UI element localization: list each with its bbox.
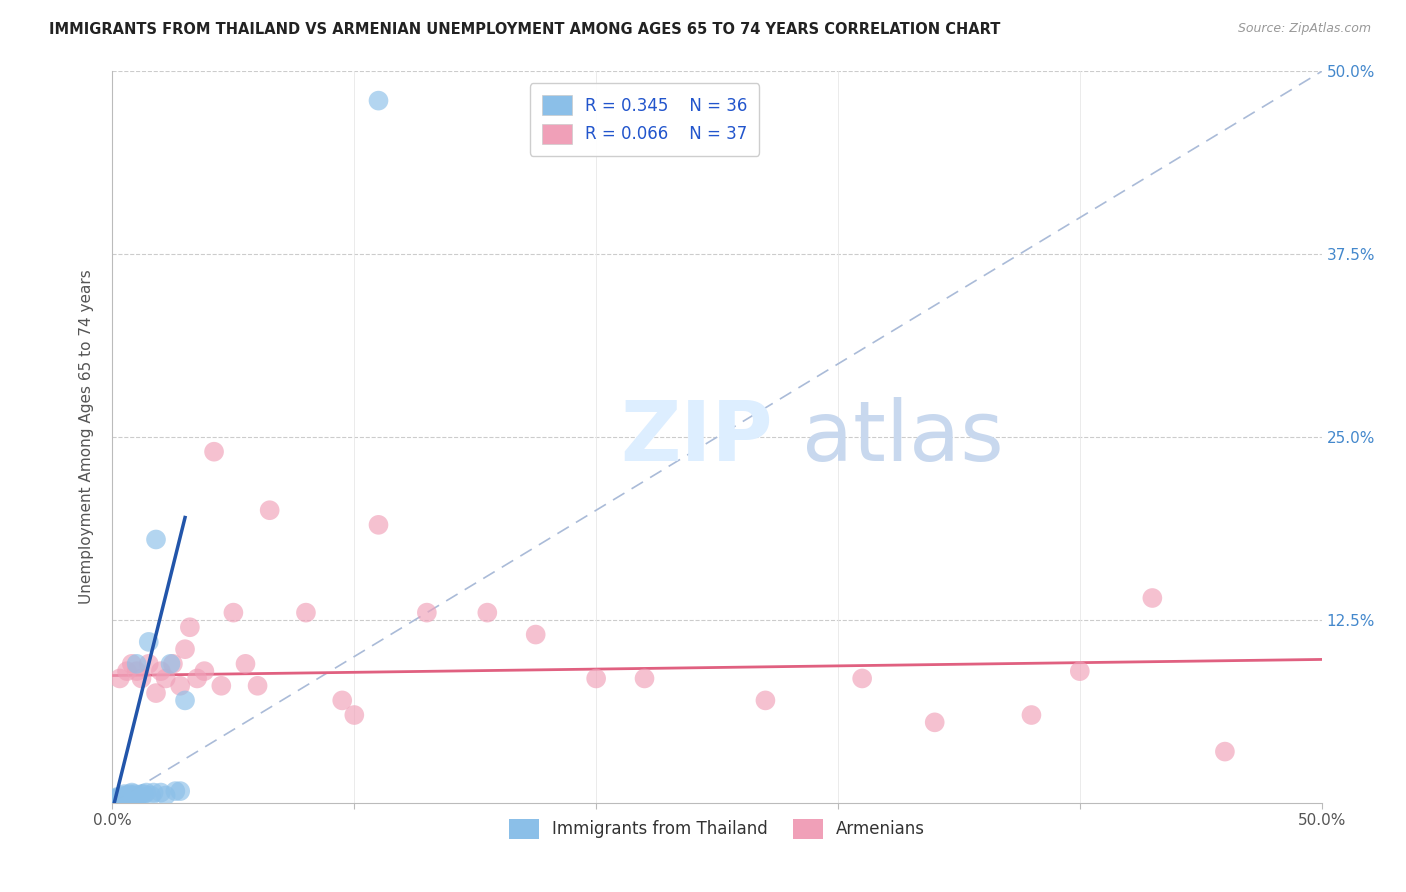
Point <box>159 657 181 671</box>
Point <box>367 517 389 532</box>
Point <box>477 606 499 620</box>
Point <box>125 789 148 803</box>
Point <box>142 786 165 800</box>
Point <box>108 672 131 686</box>
Text: atlas: atlas <box>801 397 1004 477</box>
Point <box>343 708 366 723</box>
Point <box>246 679 269 693</box>
Point <box>118 789 141 804</box>
Point <box>209 679 232 693</box>
Point <box>114 787 136 801</box>
Text: ZIP: ZIP <box>620 397 773 477</box>
Point <box>169 784 191 798</box>
Point <box>235 657 257 671</box>
Point <box>138 635 160 649</box>
Point <box>169 679 191 693</box>
Point <box>416 606 439 620</box>
Point <box>851 672 873 686</box>
Point <box>121 789 143 803</box>
Point <box>114 789 136 804</box>
Point <box>108 789 131 804</box>
Point <box>121 657 143 671</box>
Point <box>186 672 208 686</box>
Point <box>174 642 197 657</box>
Text: Source: ZipAtlas.com: Source: ZipAtlas.com <box>1237 22 1371 36</box>
Point <box>132 787 155 801</box>
Point <box>165 784 187 798</box>
Point <box>131 787 153 801</box>
Legend: Immigrants from Thailand, Armenians: Immigrants from Thailand, Armenians <box>502 812 932 846</box>
Point <box>1021 708 1043 723</box>
Point <box>122 789 145 804</box>
Point <box>202 444 225 458</box>
Point <box>141 789 163 803</box>
Point <box>108 791 131 805</box>
Point <box>128 789 150 803</box>
Point <box>131 672 153 686</box>
Y-axis label: Unemployment Among Ages 65 to 74 years: Unemployment Among Ages 65 to 74 years <box>79 269 94 605</box>
Point <box>149 664 172 678</box>
Point <box>104 791 127 805</box>
Point <box>125 664 148 678</box>
Point <box>1069 664 1091 678</box>
Point <box>330 693 353 707</box>
Point <box>115 664 138 678</box>
Point <box>118 787 141 801</box>
Point <box>1213 745 1236 759</box>
Point <box>295 606 318 620</box>
Point <box>155 672 177 686</box>
Point <box>115 789 138 803</box>
Point <box>149 786 172 800</box>
Point <box>108 793 131 807</box>
Point <box>633 672 655 686</box>
Text: IMMIGRANTS FROM THAILAND VS ARMENIAN UNEMPLOYMENT AMONG AGES 65 TO 74 YEARS CORR: IMMIGRANTS FROM THAILAND VS ARMENIAN UNE… <box>49 22 1001 37</box>
Point <box>193 664 215 678</box>
Point <box>115 791 138 805</box>
Point <box>155 789 177 803</box>
Point <box>924 715 946 730</box>
Point <box>585 672 607 686</box>
Point <box>174 693 197 707</box>
Point <box>121 786 143 800</box>
Point <box>105 791 128 805</box>
Point <box>179 620 201 634</box>
Point <box>1142 591 1164 605</box>
Point <box>367 94 389 108</box>
Point <box>135 786 157 800</box>
Point <box>111 789 134 803</box>
Point <box>111 791 134 805</box>
Point <box>754 693 776 707</box>
Point <box>145 533 167 547</box>
Point <box>524 627 547 641</box>
Point <box>104 793 127 807</box>
Point <box>125 657 148 671</box>
Point <box>222 606 245 620</box>
Point <box>122 787 145 801</box>
Point <box>259 503 281 517</box>
Point <box>138 657 160 671</box>
Point <box>145 686 167 700</box>
Point <box>162 657 184 671</box>
Point <box>105 789 128 804</box>
